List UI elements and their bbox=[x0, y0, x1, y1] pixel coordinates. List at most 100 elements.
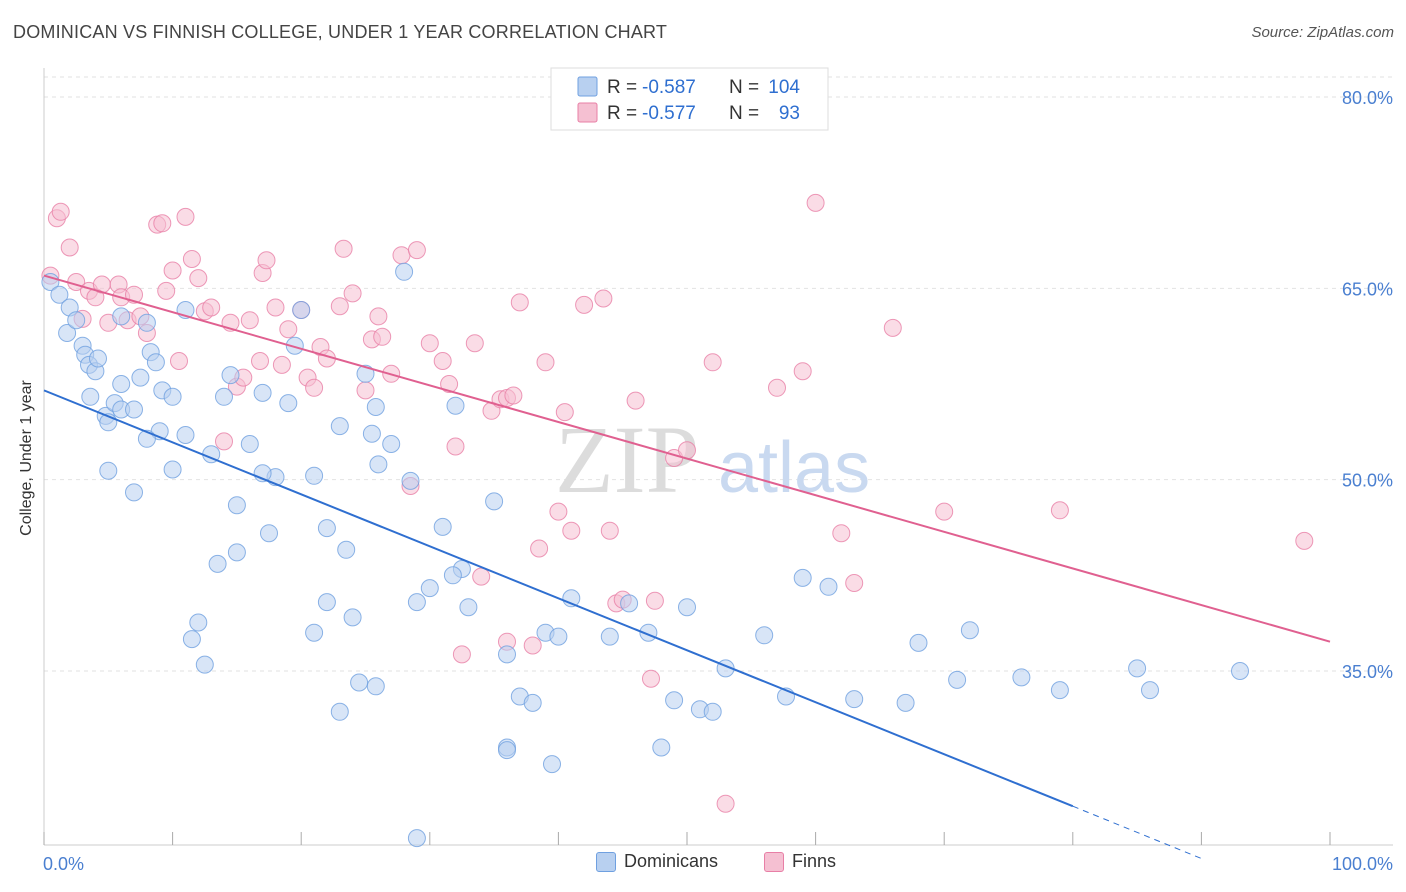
dominicans-points bbox=[41, 262, 1249, 848]
watermark-atlas: atlas bbox=[718, 428, 870, 508]
legend-pink-swatch bbox=[577, 102, 598, 123]
dominicans-point bbox=[195, 655, 214, 674]
dominicans-point bbox=[362, 424, 381, 443]
finns-point bbox=[562, 521, 581, 540]
finns-point bbox=[883, 318, 902, 337]
dominicans-point bbox=[317, 593, 336, 612]
dominicans-point bbox=[50, 285, 69, 304]
dominicans-point bbox=[330, 417, 349, 436]
dominicans-point bbox=[343, 608, 362, 627]
dominicans-point bbox=[543, 755, 561, 774]
finns-point bbox=[356, 381, 375, 400]
finns-point bbox=[1050, 501, 1069, 520]
x-tick-label-max: 100.0% bbox=[1332, 854, 1393, 874]
finns-point bbox=[176, 207, 195, 226]
dominicans-point bbox=[279, 394, 298, 413]
dominicans-point bbox=[459, 598, 478, 617]
dominicans-point bbox=[260, 524, 278, 543]
series-legend: Dominicans Finns bbox=[0, 851, 1406, 879]
dominicans-point bbox=[401, 471, 420, 490]
finns-point bbox=[407, 241, 426, 260]
finns-point bbox=[369, 307, 388, 326]
dominicans-point bbox=[163, 387, 182, 406]
dominicans-point bbox=[1128, 659, 1147, 678]
dominicans-point bbox=[125, 400, 143, 419]
dominicans-point bbox=[208, 554, 227, 573]
legend-pink-r-value: -0.577 bbox=[642, 103, 696, 124]
finns-point bbox=[472, 567, 491, 586]
finns-point bbox=[440, 375, 459, 393]
dominicans-point bbox=[549, 627, 568, 646]
finns-point bbox=[504, 386, 523, 405]
finns-point bbox=[153, 214, 172, 233]
trend-lines bbox=[43, 274, 1331, 859]
dominicans-point bbox=[221, 366, 240, 385]
source-label: Source: ZipAtlas.com bbox=[1251, 24, 1394, 41]
dominicans-point bbox=[600, 627, 619, 646]
finns-point bbox=[305, 378, 324, 397]
finns-point bbox=[215, 432, 233, 451]
finns-point bbox=[549, 502, 568, 521]
dominicans-point bbox=[665, 691, 684, 710]
finns-point bbox=[373, 327, 392, 346]
dominicans-point bbox=[793, 568, 812, 587]
dominicans-point bbox=[112, 375, 131, 393]
dominicans-point bbox=[498, 741, 516, 760]
dominicans-point bbox=[81, 387, 100, 406]
finns-point bbox=[60, 238, 79, 257]
finns-point bbox=[202, 298, 221, 317]
finns-point bbox=[806, 193, 825, 212]
finns-point bbox=[845, 574, 864, 592]
dominicans-point bbox=[330, 702, 349, 721]
finns-trend-line bbox=[43, 274, 1331, 643]
dominicans-swatch bbox=[596, 851, 616, 872]
dominicans-point bbox=[909, 633, 928, 652]
finns-point bbox=[343, 284, 362, 303]
finns-point bbox=[594, 289, 613, 308]
dominicans-point bbox=[755, 626, 774, 645]
finns-point bbox=[832, 524, 851, 543]
dominicans-point bbox=[137, 313, 156, 332]
finns-point bbox=[279, 320, 298, 339]
finns-point bbox=[163, 261, 182, 280]
correlation-legend: R = -0.587 N = 104 R = -0.577 N = 93 bbox=[550, 67, 829, 131]
dominicans-point bbox=[446, 396, 465, 415]
finns-point bbox=[465, 334, 484, 353]
dominicans-point bbox=[99, 461, 118, 480]
dominicans-point bbox=[227, 543, 246, 562]
finns-point bbox=[935, 502, 954, 521]
dominicans-point bbox=[112, 307, 131, 326]
finns-point bbox=[1295, 531, 1314, 550]
dominicans-point bbox=[420, 579, 439, 598]
chart-title: DOMINICAN VS FINNISH COLLEGE, UNDER 1 YE… bbox=[13, 22, 668, 42]
finns-point bbox=[334, 239, 353, 258]
finns-label: Finns bbox=[792, 851, 837, 871]
legend-blue-n-label: N = bbox=[729, 77, 759, 98]
dominicans-point bbox=[1231, 662, 1249, 680]
y-tick-label-35: 35.0% bbox=[1342, 662, 1393, 682]
dominicans-point bbox=[1012, 668, 1031, 687]
dominicans-point bbox=[366, 398, 385, 416]
dominicans-point bbox=[395, 262, 414, 281]
finns-point bbox=[170, 352, 188, 370]
tick-labels: 0.0% 100.0% 35.0% 50.0% 65.0% 80.0% bbox=[43, 88, 1393, 874]
finns-point bbox=[523, 636, 542, 655]
finns-point bbox=[642, 669, 660, 688]
dominicans-point bbox=[678, 598, 696, 617]
finns-point bbox=[793, 362, 812, 381]
finns-point bbox=[575, 295, 594, 314]
dominicans-point bbox=[369, 455, 388, 474]
dominicans-point bbox=[1141, 681, 1159, 700]
legend-item-finns: Finns bbox=[764, 851, 836, 872]
legend-pink-r-label: R = bbox=[607, 103, 637, 124]
finns-point bbox=[536, 353, 555, 372]
dominicans-point bbox=[305, 623, 324, 642]
finns-point bbox=[420, 334, 439, 353]
finns-point bbox=[51, 202, 70, 221]
finns-point bbox=[645, 591, 664, 610]
dominicans-point bbox=[485, 492, 504, 511]
dominicans-point bbox=[382, 435, 401, 453]
legend-blue-n-value: 104 bbox=[768, 77, 800, 98]
dominicans-point bbox=[407, 593, 426, 612]
dominicans-point bbox=[89, 349, 107, 368]
